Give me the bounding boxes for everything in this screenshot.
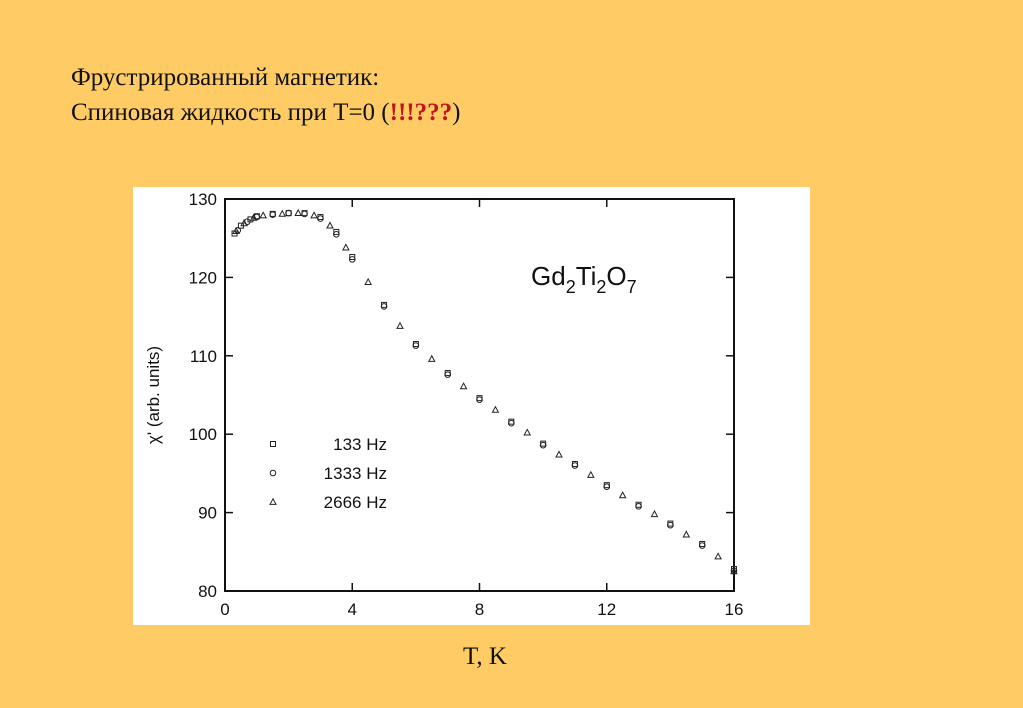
data-point — [667, 521, 674, 529]
data-point — [730, 567, 738, 575]
legend-label: 2666 Hz — [324, 493, 387, 512]
title-line-2-suffix: ) — [452, 99, 461, 126]
y-tick-label: 130 — [189, 190, 217, 209]
series-2 — [234, 209, 738, 574]
formula-annotation: Gd2Ti2O7 — [531, 261, 637, 297]
x-tick-label: 0 — [220, 600, 229, 619]
x-tick-label: 12 — [597, 600, 616, 619]
plot-frame — [224, 198, 735, 592]
slide-title: Фрустрированный магнетик: Спиновая жидко… — [71, 60, 460, 130]
data-point — [396, 321, 404, 329]
data-point — [310, 211, 318, 219]
y-tick-label: 80 — [198, 582, 217, 601]
legend-label: 1333 Hz — [324, 464, 387, 483]
data-point — [232, 226, 240, 235]
data-point — [285, 209, 292, 217]
formula-subscript: 2 — [566, 277, 576, 297]
formula-part: Ti — [576, 261, 597, 291]
x-tick-label: 16 — [725, 600, 744, 619]
formula-part: O — [606, 261, 626, 291]
data-point — [682, 530, 691, 538]
data-point — [427, 354, 436, 362]
data-point — [444, 371, 451, 378]
data-point — [294, 208, 303, 217]
data-point — [326, 221, 334, 229]
legend-marker — [270, 441, 276, 447]
title-accent: !!!??? — [389, 99, 453, 126]
data-point — [333, 230, 340, 238]
data-point — [333, 228, 340, 235]
data-point — [539, 441, 547, 449]
title-line-2: Спиновая жидкость при T=0 (!!!???) — [71, 95, 460, 130]
y-tick-label: 90 — [198, 504, 217, 523]
data-point — [301, 210, 308, 218]
data-point — [650, 509, 659, 518]
legend-entry: 133 Hz — [270, 435, 387, 454]
legend: 133 Hz 1333 Hz 2666 Hz — [269, 435, 387, 512]
data-point — [508, 419, 515, 427]
title-line-2-prefix: Спиновая жидкость при T=0 ( — [71, 99, 390, 126]
legend-marker — [269, 497, 277, 505]
data-point — [459, 382, 468, 390]
y-axis-label: χ' (arb. units) — [144, 346, 163, 444]
data-point — [635, 503, 642, 510]
data-point — [618, 491, 627, 499]
data-point — [342, 243, 350, 251]
data-point — [364, 277, 372, 286]
y-tick-label: 100 — [189, 425, 217, 444]
series-3 — [232, 208, 738, 575]
data-point — [603, 483, 611, 491]
y-tick-label: 120 — [189, 268, 217, 287]
x-tick-label: 4 — [348, 600, 357, 619]
data-point — [476, 396, 483, 404]
data-point — [317, 215, 324, 222]
series-1 — [231, 210, 737, 573]
data-point — [714, 552, 722, 560]
legend-marker — [269, 469, 277, 477]
data-point — [349, 254, 356, 261]
data-point — [240, 219, 248, 227]
title-line-1: Фрустрированный магнетик: — [71, 64, 380, 91]
formula-subscript: 7 — [627, 277, 637, 297]
data-point — [278, 209, 287, 217]
legend-entry: 2666 Hz — [269, 493, 387, 512]
data-point — [249, 213, 258, 221]
x-axis-caption: T, K — [463, 643, 507, 670]
legend-label: 133 Hz — [333, 435, 387, 454]
data-point — [571, 462, 579, 469]
data-point — [698, 542, 706, 549]
data-point — [412, 342, 420, 349]
x-tick-label: 8 — [475, 600, 484, 619]
formula-subscript: 2 — [596, 277, 606, 297]
data-point — [491, 405, 500, 413]
data-point — [587, 470, 595, 478]
formula-part: Gd — [531, 261, 566, 291]
data-point — [269, 211, 277, 218]
data-point — [380, 303, 388, 310]
data-point — [259, 211, 268, 219]
y-tick-label: 110 — [190, 347, 217, 366]
data-point — [348, 256, 356, 263]
legend-entry: 1333 Hz — [269, 464, 387, 483]
chart-panel: 0 4 8 12 16 80 90 100 110 120 130 χ' (arb. units) … — [133, 187, 810, 625]
data-point — [523, 428, 532, 436]
data-point — [555, 450, 563, 458]
